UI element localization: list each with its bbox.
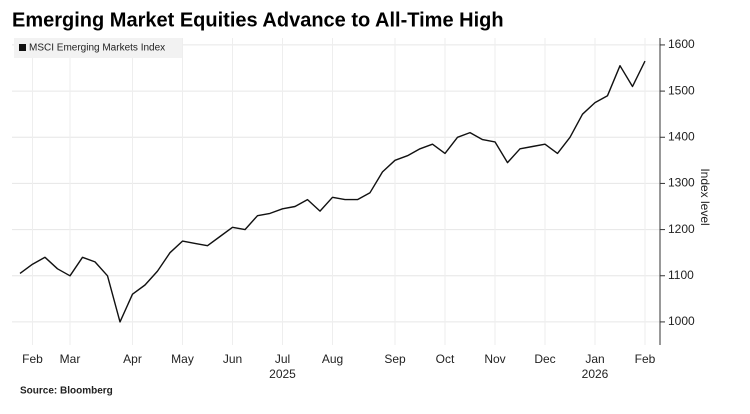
y-tick-label: 1100 (668, 268, 694, 282)
line-series (19, 60, 646, 323)
x-tick-label: May (171, 352, 194, 366)
x-tick-label: Feb (635, 352, 656, 366)
x-tick-label: Nov (484, 352, 505, 366)
y-tick-label: 1300 (668, 176, 695, 190)
x-tick-label: Sep (384, 352, 406, 366)
x-year-label: 2025 (269, 367, 296, 381)
legend-label: MSCI Emerging Markets Index (29, 43, 165, 54)
x-tick-label: Mar (60, 352, 81, 366)
y-tick-label: 1500 (668, 83, 695, 97)
x-tick-label: Jun (223, 352, 242, 366)
chart-title: Emerging Market Equities Advance to All-… (12, 9, 504, 31)
y-tick-label: 1600 (668, 37, 695, 51)
x-tick-label: Oct (436, 352, 455, 366)
y-tick-label: 1000 (668, 314, 695, 328)
x-tick-label: Jan (585, 352, 604, 366)
legend-box (14, 38, 182, 58)
legend-swatch (19, 44, 26, 51)
y-axis-label: Index level (698, 168, 712, 225)
x-tick-label: Aug (322, 352, 343, 366)
x-tick-label: Feb (22, 352, 43, 366)
source: Source: Bloomberg (20, 386, 113, 397)
y-tick-label: 1200 (668, 222, 695, 236)
x-tick-label: Apr (123, 352, 142, 366)
y-tick-label: 1400 (668, 129, 695, 143)
x-tick-label: Jul (275, 352, 290, 366)
x-tick-label: Dec (534, 352, 555, 366)
x-year-label: 2026 (582, 367, 609, 381)
